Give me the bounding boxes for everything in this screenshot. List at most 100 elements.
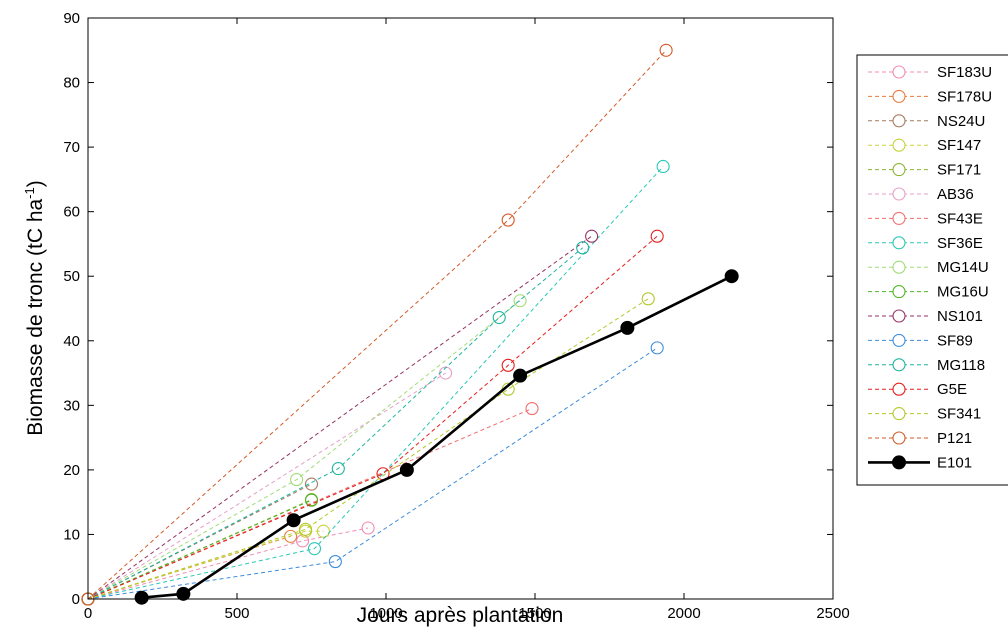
legend-label: NS101 (937, 308, 983, 325)
data-point (585, 229, 599, 243)
data-point (501, 358, 515, 372)
legend-item: SF341 (868, 406, 981, 423)
legend-marker (892, 187, 906, 201)
legend-item: SF171 (868, 162, 981, 179)
legend-label: P121 (937, 430, 972, 447)
series-line (87, 298, 649, 600)
series-MG16U (81, 493, 319, 606)
series-line (87, 166, 664, 600)
legend-item: NS24U (868, 113, 985, 130)
y-tick-label: 0 (72, 591, 80, 608)
series-line (87, 347, 658, 600)
x-tick-label: 1500 (518, 605, 551, 622)
data-point (650, 341, 664, 355)
series-G5E (81, 229, 664, 606)
data-point (304, 477, 319, 491)
legend-item: MG16U (868, 284, 989, 301)
legend-label: SF171 (937, 162, 981, 179)
data-point (641, 292, 655, 306)
legend-item: SF89 (868, 332, 973, 349)
data-point (525, 402, 539, 416)
legend-item: MG118 (868, 357, 985, 374)
legend-marker (892, 89, 906, 103)
series-line (87, 300, 521, 600)
legend-item: SF183U (868, 64, 992, 81)
y-tick-label: 80 (63, 75, 80, 92)
data-point (650, 229, 664, 243)
y-tick-label: 20 (63, 462, 80, 479)
series-MG14U (81, 294, 527, 606)
y-tick-label: 40 (63, 333, 80, 350)
data-point (290, 473, 304, 487)
data-point (513, 368, 528, 383)
legend-items: SF183U SF178U NS24U SF147 SF171 AB36 SF43E SF36… (868, 64, 992, 471)
data-point (331, 462, 345, 476)
x-tick-label: 500 (224, 605, 249, 622)
legend-marker (892, 431, 906, 445)
legend-marker (892, 114, 906, 128)
series-line (87, 235, 592, 600)
y-axis-title-sup: -1 (22, 187, 37, 199)
y-tick-label: 50 (63, 268, 80, 285)
legend-item: SF147 (868, 137, 981, 154)
legend-item: MG14U (868, 259, 989, 276)
series-NS24U (81, 477, 319, 606)
data-point (501, 213, 515, 227)
series-AB36 (81, 366, 453, 606)
legend-marker (892, 163, 906, 177)
series-line (87, 527, 369, 600)
legend-item: SF178U (868, 88, 992, 105)
x-tick-label: 2500 (816, 605, 849, 622)
data-point (576, 241, 590, 255)
ticks-layer: 0 500 1000 1500 2000 2500 0 10 20 30 40 50 60 70 80 90 (63, 10, 849, 622)
legend-item: SF36E (868, 235, 983, 252)
data-point (439, 366, 453, 380)
data-point (399, 462, 414, 477)
series-line (87, 235, 658, 600)
legend-label: MG14U (937, 259, 989, 276)
series-line (141, 275, 733, 599)
series-SF43E (81, 402, 539, 606)
legend-marker (892, 260, 906, 274)
legend-item: G5E (868, 381, 967, 398)
legend-item: SF43E (868, 210, 983, 227)
data-point (659, 43, 673, 57)
y-tick-label: 30 (63, 397, 80, 414)
legend-label: SF147 (937, 137, 981, 154)
y-tick-label: 10 (63, 526, 80, 543)
x-tick-label: 1000 (369, 605, 402, 622)
series-line (87, 49, 667, 600)
data-point (620, 320, 635, 335)
series-layer (81, 43, 739, 606)
data-point (724, 269, 739, 284)
data-point (328, 555, 342, 569)
legend-marker (892, 358, 906, 372)
series-SF36E (81, 159, 670, 606)
data-point (492, 310, 506, 325)
data-point (176, 586, 191, 601)
series-MG118 (81, 241, 590, 606)
legend-marker (892, 65, 906, 79)
data-point (134, 590, 149, 605)
data-point (284, 529, 298, 543)
x-axis-title: Jours après plantation (357, 604, 564, 627)
legend-marker (892, 407, 906, 421)
series-E101 (134, 269, 739, 605)
legend-item: AB36 (868, 186, 974, 203)
legend-label: SF43E (937, 210, 983, 227)
legend-marker (892, 382, 906, 396)
series-line (87, 372, 446, 600)
legend-item: E101 (868, 454, 972, 471)
legend-label: MG16U (937, 284, 989, 301)
data-point (307, 542, 322, 556)
y-axis-title-end: ) (24, 180, 47, 187)
data-point (656, 159, 670, 174)
legend-label: SF183U (937, 64, 992, 81)
legend-marker (892, 333, 906, 347)
series-NS101 (81, 229, 599, 606)
y-tick-label: 90 (63, 10, 80, 27)
y-axis-title-main: Biomasse de tronc (tC ha (24, 198, 47, 435)
x-tick-label: 2000 (667, 605, 700, 622)
legend-label: SF89 (937, 332, 973, 349)
